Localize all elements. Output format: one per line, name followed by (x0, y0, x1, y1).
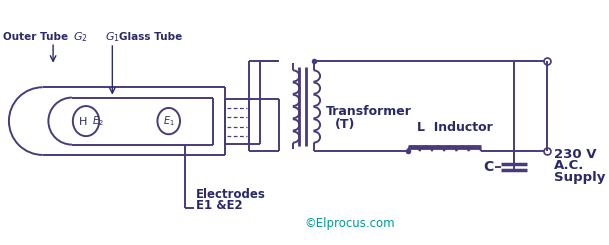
Text: $\mathsf{H}$: $\mathsf{H}$ (77, 115, 87, 127)
Text: Transformer: Transformer (326, 105, 412, 118)
Text: $G_2$: $G_2$ (73, 30, 88, 44)
Ellipse shape (158, 108, 180, 134)
Text: $E_2$: $E_2$ (91, 114, 104, 128)
Text: Electrodes: Electrodes (196, 188, 266, 201)
Text: Outer Tube: Outer Tube (3, 32, 68, 42)
Text: L  Inductor: L Inductor (417, 121, 493, 134)
Text: E1 &E2: E1 &E2 (196, 199, 242, 212)
Text: Glass Tube: Glass Tube (119, 32, 182, 42)
Text: A.C.: A.C. (554, 159, 585, 172)
Text: ©Elprocus.com: ©Elprocus.com (304, 217, 395, 230)
Bar (225, 98, 248, 144)
Text: $E_1$: $E_1$ (163, 114, 175, 128)
Text: 230 V: 230 V (554, 148, 597, 161)
Text: (T): (T) (335, 118, 356, 131)
Text: $G_1$: $G_1$ (105, 30, 119, 44)
Text: Supply: Supply (554, 171, 605, 184)
Ellipse shape (73, 106, 99, 136)
Text: C: C (483, 160, 493, 174)
